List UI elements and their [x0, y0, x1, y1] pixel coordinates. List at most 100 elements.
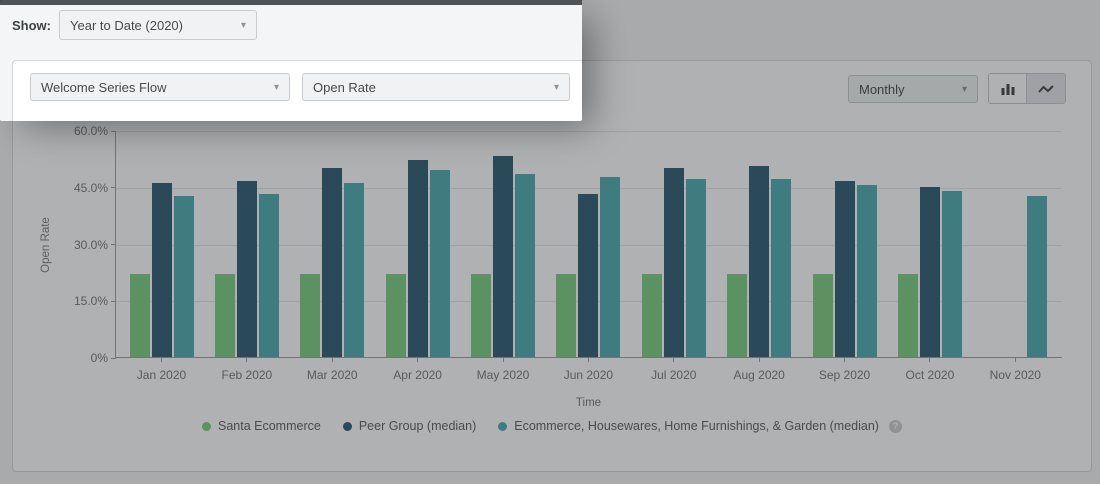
x-tick-label: Sep 2020 — [803, 368, 887, 382]
help-icon[interactable]: ? — [889, 420, 902, 433]
legend-label: Ecommerce, Housewares, Home Furnishings,… — [514, 419, 879, 433]
bar — [556, 274, 576, 357]
bar — [898, 274, 918, 357]
show-filter-row: Show: Year to Date (2020) ▾ — [12, 10, 257, 40]
show-label: Show: — [12, 18, 51, 33]
x-tick-label: May 2020 — [461, 368, 545, 382]
legend-label: Peer Group (median) — [359, 419, 476, 433]
caret-down-icon: ▾ — [241, 20, 246, 31]
bar-group — [727, 131, 791, 357]
bar — [386, 274, 406, 357]
bar — [408, 160, 428, 357]
bar — [942, 191, 962, 357]
bar-group — [471, 131, 535, 357]
bar — [344, 183, 364, 357]
y-tick-mark — [111, 187, 116, 188]
bar-group — [983, 131, 1047, 357]
legend-item: Santa Ecommerce — [202, 419, 321, 433]
caret-down-icon: ▾ — [274, 82, 279, 93]
bar-group — [386, 131, 450, 357]
bar — [215, 274, 235, 357]
x-tick-label: Oct 2020 — [888, 368, 972, 382]
bar — [1027, 196, 1047, 357]
x-tick-mark — [673, 357, 674, 362]
date-range-select[interactable]: Year to Date (2020) ▾ — [59, 10, 257, 40]
bar — [600, 177, 620, 357]
y-tick-label: 0% — [46, 351, 108, 365]
legend-dot-icon — [202, 422, 211, 431]
bar-group — [898, 131, 962, 357]
bar-group — [813, 131, 877, 357]
x-tick-mark — [759, 357, 760, 362]
y-tick-mark — [111, 131, 116, 132]
legend-item: Ecommerce, Housewares, Home Furnishings,… — [498, 419, 902, 433]
bar — [174, 196, 194, 357]
x-tick-mark — [246, 357, 247, 362]
flow-select-value: Welcome Series Flow — [41, 80, 166, 95]
bar — [493, 156, 513, 357]
interval-select[interactable]: Monthly ▾ — [848, 75, 978, 103]
legend-item: Peer Group (median) — [343, 419, 476, 433]
bar-group — [300, 131, 364, 357]
x-tick-label: Jun 2020 — [546, 368, 630, 382]
caret-down-icon: ▾ — [554, 82, 559, 93]
legend-dot-icon — [343, 422, 352, 431]
chart-plot-area: 60.0%45.0%30.0%15.0%0%Jan 2020Feb 2020Ma… — [115, 131, 1062, 358]
x-tick-label: Nov 2020 — [973, 368, 1057, 382]
date-range-value: Year to Date (2020) — [70, 18, 183, 33]
bar — [152, 183, 172, 357]
x-tick-label: Apr 2020 — [376, 368, 460, 382]
y-tick-label: 45.0% — [46, 181, 108, 195]
bar — [300, 274, 320, 357]
line-chart-icon — [1037, 83, 1055, 95]
bar — [771, 179, 791, 357]
bar-group — [556, 131, 620, 357]
flow-select[interactable]: Welcome Series Flow ▾ — [30, 73, 290, 101]
bar — [835, 181, 855, 357]
benchmarks-page: Show: Year to Date (2020) ▾ Welcome Seri… — [0, 0, 1100, 484]
legend-label: Santa Ecommerce — [218, 419, 321, 433]
legend-dot-icon — [498, 422, 507, 431]
x-tick-label: Feb 2020 — [205, 368, 289, 382]
bar-group — [215, 131, 279, 357]
x-axis-title: Time — [115, 397, 1062, 409]
x-tick-mark — [161, 357, 162, 362]
caret-down-icon: ▾ — [962, 84, 967, 95]
bar — [322, 168, 342, 357]
bar-group — [642, 131, 706, 357]
chart-legend: Santa Ecommerce Peer Group (median) Ecomme… — [13, 419, 1091, 433]
bar — [130, 274, 150, 357]
metric-select[interactable]: Open Rate ▾ — [302, 73, 570, 101]
y-tick-mark — [111, 358, 116, 359]
x-tick-label: Jan 2020 — [120, 368, 204, 382]
bar — [642, 274, 662, 357]
bar — [664, 168, 684, 357]
bar — [578, 194, 598, 357]
bar-group — [130, 131, 194, 357]
bar — [237, 181, 257, 357]
bar — [727, 274, 747, 357]
bar — [749, 166, 769, 357]
y-tick-mark — [111, 301, 116, 302]
bar — [857, 185, 877, 357]
y-tick-label: 60.0% — [46, 124, 108, 138]
y-tick-label: 30.0% — [46, 238, 108, 252]
bar — [259, 194, 279, 357]
bar — [920, 187, 940, 357]
x-tick-label: Mar 2020 — [290, 368, 374, 382]
x-tick-mark — [417, 357, 418, 362]
x-tick-mark — [1015, 357, 1016, 362]
bar — [430, 170, 450, 357]
bar — [686, 179, 706, 357]
x-tick-label: Aug 2020 — [717, 368, 801, 382]
bar-chart-toggle-button[interactable] — [989, 74, 1027, 103]
x-tick-mark — [503, 357, 504, 362]
x-tick-label: Jul 2020 — [632, 368, 716, 382]
bar — [515, 174, 535, 357]
bar-chart-icon — [1000, 82, 1016, 96]
bar — [813, 274, 833, 357]
chart-type-toggle — [988, 73, 1066, 104]
y-tick-mark — [111, 244, 116, 245]
line-chart-toggle-button[interactable] — [1027, 74, 1065, 103]
x-tick-mark — [588, 357, 589, 362]
